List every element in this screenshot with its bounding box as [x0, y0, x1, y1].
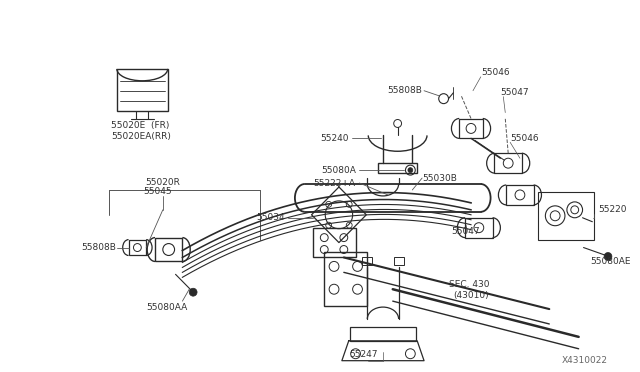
Text: 55046: 55046 [510, 134, 539, 143]
Text: 55080AA: 55080AA [146, 302, 188, 312]
Bar [129, 240, 146, 256]
Circle shape [408, 168, 413, 173]
Text: 55247: 55247 [349, 350, 378, 359]
Bar [349, 327, 416, 341]
Text: 55080A: 55080A [322, 166, 356, 174]
Bar [324, 251, 367, 306]
Text: 55020E  (FR): 55020E (FR) [111, 121, 170, 130]
Text: 55045: 55045 [143, 187, 172, 196]
Circle shape [189, 288, 197, 296]
Text: 55240: 55240 [320, 134, 349, 143]
Text: 55808B: 55808B [387, 86, 422, 95]
Bar [538, 192, 595, 240]
Bar [378, 163, 417, 173]
Text: 55080AE: 55080AE [590, 257, 631, 266]
Bar [155, 238, 182, 262]
Text: 55047: 55047 [451, 227, 480, 236]
Text: 55808B: 55808B [82, 243, 116, 252]
Bar [460, 119, 483, 138]
Bar [465, 218, 493, 238]
Text: 55034: 55034 [257, 213, 285, 222]
Bar [506, 185, 534, 205]
Text: 55030B: 55030B [422, 174, 457, 183]
Circle shape [604, 253, 612, 260]
Text: X4310022: X4310022 [562, 356, 608, 365]
Bar [495, 153, 522, 173]
Text: SEC. 430: SEC. 430 [449, 280, 490, 289]
Bar [394, 257, 403, 265]
Text: 55020R: 55020R [145, 177, 180, 186]
Text: 55046: 55046 [481, 68, 509, 77]
Bar [312, 228, 356, 257]
Text: 55020EA(RR): 55020EA(RR) [111, 132, 171, 141]
Text: 55047: 55047 [500, 88, 529, 97]
Text: (43010): (43010) [453, 291, 489, 300]
Bar [117, 69, 168, 110]
Text: 55220: 55220 [598, 205, 627, 214]
Bar [362, 257, 372, 265]
Text: 55222+A: 55222+A [314, 179, 356, 187]
